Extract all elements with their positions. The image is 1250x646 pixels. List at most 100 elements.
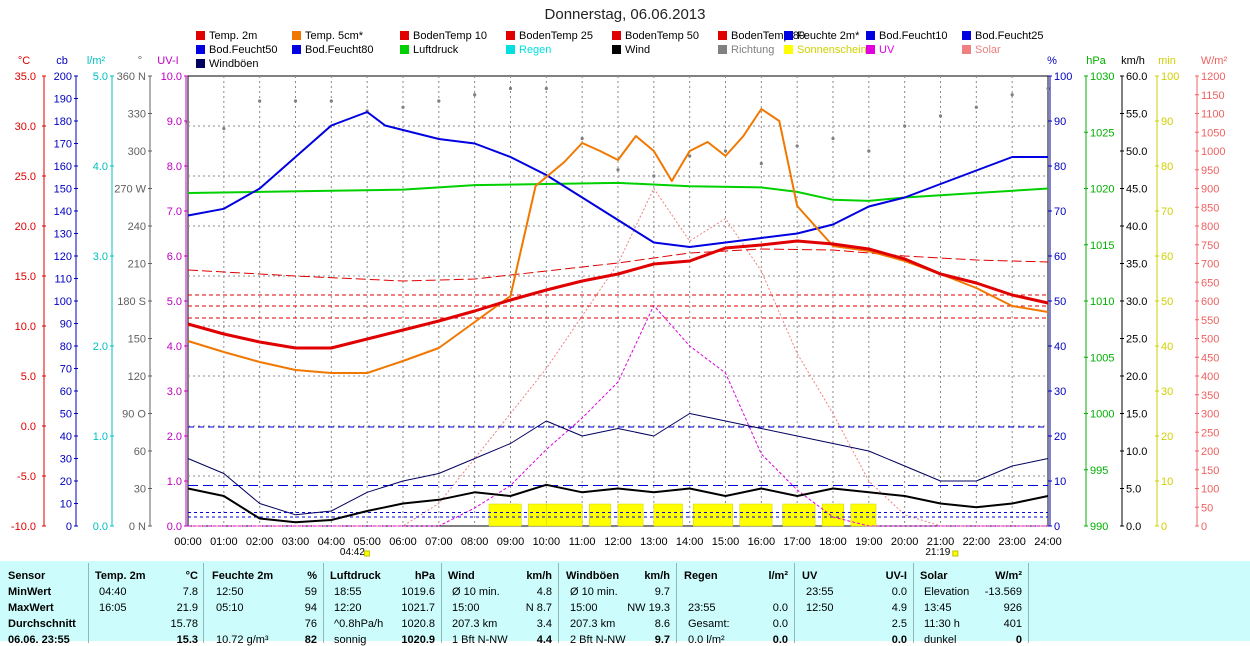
axis-tick-label: 80 [1054,161,1066,173]
stat-rain-value: 0.0 [772,634,788,646]
axis-tick-label: 120 [128,371,146,383]
legend-label: Luftdruck [413,44,459,56]
x-tick-label: 00:00 [174,536,202,548]
direction-dot [759,161,763,166]
stat-solar-value: 401 [1003,618,1022,630]
header-unit-gust: km/h [644,570,670,582]
axis-tick-label: 10.0 [161,71,182,83]
direction-dot [1010,93,1014,97]
stat-hum-value: 82 [304,634,317,646]
stat-temp-value: 15.78 [170,618,198,630]
axis-tick-label: 0 [1161,521,1167,533]
axis-unit-label: hPa [1086,55,1106,67]
stat-hum-value: 76 [304,618,317,630]
legend-item: Bod.Feucht10 [866,30,948,42]
sunshine-bar [822,503,844,527]
stat-wind-time: Ø 10 min. [452,586,500,598]
stat-gust-value: 8.6 [654,618,670,630]
axis-tick-label: 200 [54,71,72,83]
legend-label: BodenTemp 10 [413,30,487,42]
direction-dot [1046,86,1050,91]
axis-tick-label: 3.0 [167,386,182,398]
legend-label: Sonnenschein [797,44,867,56]
legend-item: BodenTemp 25 [506,30,593,42]
legend-item: BodenTemp 10 [400,30,487,42]
axis-unit-label: °C [18,55,30,67]
stat-press-value: 1020.9 [401,634,435,646]
axis-tick-label: 800 [1201,221,1219,233]
axis-tick-label: 140 [54,206,72,218]
legend-swatch [866,45,875,54]
axis-tick-label: 45.0 [1126,184,1147,196]
x-tick-label: 01:00 [210,536,238,548]
legend-swatch [506,31,515,40]
header-temp: Temp. 2m [95,570,146,582]
axis-tick-label: 150 [1201,465,1219,477]
axis-tick-label: 190 [54,94,72,106]
x-tick-label: 24:00 [1034,536,1062,548]
direction-dot [580,136,584,141]
column-divider [88,563,89,643]
stat-temp-value: 15.3 [176,634,198,646]
header-uv: UV [802,570,818,582]
stat-gust-value: 9.7 [654,586,670,598]
direction-dot [473,93,477,97]
sunshine-bar [589,503,612,527]
x-tick-label: 04:00 [318,536,346,548]
axis-tick-label: 750 [1201,240,1219,252]
axis-tick-label: 130 [54,229,72,241]
axis-tick-label: 500 [1201,334,1219,346]
legend-label: Regen [519,44,552,56]
sunshine-bar [546,503,583,527]
stat-rain-time: Gesamt: [688,618,730,630]
axis-tick-label: 15.0 [15,271,36,283]
legend-item: Richtung [718,44,774,56]
legend-item: Solar [962,44,1001,56]
axis-tick-label: 250 [1201,427,1219,439]
header-unit-solar: W/m² [995,570,1022,582]
series-solar [188,188,1048,527]
stat-hum-value: 94 [304,602,317,614]
axis-tick-label: 1050 [1201,127,1225,139]
axis-tick-label: 70 [60,364,72,376]
stat-wind-value: N 8.7 [525,602,552,614]
series-bodentemp-10 [187,248,1049,282]
axis-tick-label: 330 [128,109,146,121]
legend-item: UV [866,44,894,56]
axis-tick-label: 1.0 [167,476,182,488]
column-divider [1028,563,1029,643]
weather-chart: 00:00 01:00 02:00 03:00 04:00 05:00 06:00 07:00… [11,55,1228,558]
legend-item: Windböen [196,58,259,70]
axis-tick-label: 170 [54,139,72,151]
legend-label: Temp. 2m [209,30,258,42]
x-tick-label: 02:00 [246,536,274,548]
axis-tick-label: 100 [1201,484,1219,496]
header-hum: Feuchte 2m [212,570,274,582]
series-temp-2m [187,239,1049,350]
axis-tick-label: 20 [1054,431,1066,443]
header-solar: Solar [920,570,948,582]
axis-tick-label: 300 [128,146,146,158]
axis-tick-label: 160 [54,161,72,173]
x-tick-label: 18:00 [819,536,847,548]
axis-tick-label: 4.0 [93,161,108,173]
x-tick-label: 08:00 [461,536,489,548]
header-press: Luftdruck [330,570,381,582]
axis-tick-label: 900 [1201,184,1219,196]
axis-tick-label: 1.0 [93,431,108,443]
direction-dot [329,99,333,103]
stat-hum-time: 12:50 [216,586,244,598]
stat-wind-time: 15:00 [452,602,480,614]
header-gust: Windböen [566,570,620,582]
axis-tick-label: 450 [1201,352,1219,364]
legend-label: Feuchte 2m* [797,30,860,42]
axis-tick-label: 0.0 [93,521,108,533]
axis-tick-label: 20.0 [15,221,36,233]
axis-tick-label: 0 [1201,521,1207,533]
x-tick-label: 20:00 [891,536,919,548]
series-temp-5cm- [187,108,1049,374]
stat-gust-value: NW 19.3 [627,602,670,614]
axis-tick-label: 650 [1201,277,1219,289]
axis-tick-label: 40 [1161,341,1173,353]
legend-swatch [962,31,971,40]
